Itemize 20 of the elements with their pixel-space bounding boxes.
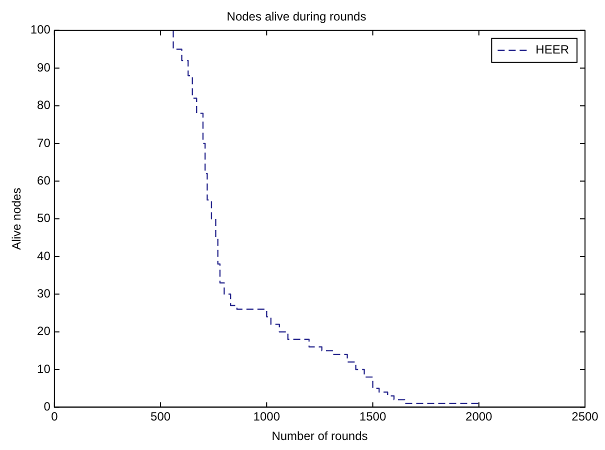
y-tick-label: 10 <box>37 362 51 376</box>
y-tick-label: 20 <box>37 324 51 338</box>
legend-label: HEER <box>536 42 570 57</box>
y-tick-label: 90 <box>37 60 51 74</box>
y-tick-label: 30 <box>37 286 51 300</box>
x-tick-label: 1500 <box>359 410 386 424</box>
y-tick-label: 60 <box>37 173 51 188</box>
y-axis-title: Alive nodes <box>10 188 24 250</box>
y-tick-label: 40 <box>37 248 51 263</box>
x-tick-label: 1000 <box>253 410 280 424</box>
x-tick-label: 500 <box>150 410 171 424</box>
x-axis-title: Number of rounds <box>272 429 368 444</box>
y-tick-label: 100 <box>30 22 51 37</box>
y-tick-label: 50 <box>37 211 51 226</box>
y-tick-label: 70 <box>37 136 51 150</box>
y-tick-label: 80 <box>37 98 51 112</box>
chart-title: Nodes alive during rounds <box>226 10 366 24</box>
x-tick-label: 2500 <box>572 410 599 424</box>
x-tick-label: 2000 <box>466 410 493 424</box>
y-tick-label: 0 <box>44 400 51 414</box>
